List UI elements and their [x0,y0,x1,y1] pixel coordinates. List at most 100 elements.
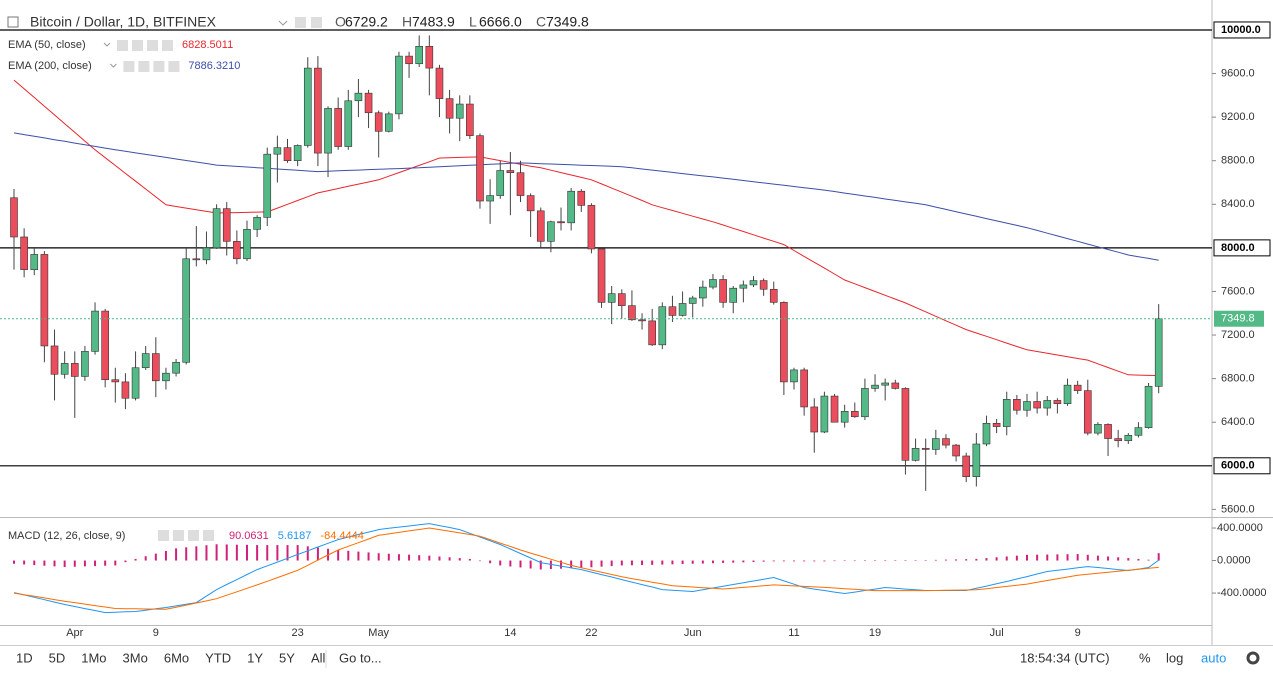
candle-body [861,388,869,418]
histogram-bar [843,560,846,562]
icon[interactable] [203,530,214,541]
histogram-bar [711,560,714,564]
icon[interactable] [311,17,322,28]
histogram-bar [590,560,593,568]
icon[interactable] [162,40,173,51]
ohlc-name: L [469,14,477,30]
ohlc-value: 6666.0 [479,14,522,30]
candle-body [628,305,636,321]
candle-body [668,306,677,316]
range-button[interactable]: 1Y [247,650,263,665]
histogram-bar [215,544,218,561]
icon[interactable] [138,61,150,72]
range-button[interactable]: 6Mo [164,650,189,665]
histogram-bar [1036,554,1039,561]
icon[interactable] [123,61,135,72]
histogram-bar [1076,554,1079,561]
candle-body [688,297,697,304]
candle-body [101,310,109,381]
y-tick-label: 6800.0 [1221,373,1255,385]
histogram-bar [195,546,198,561]
histogram-bar [955,559,958,561]
range-button[interactable]: 5Y [279,650,295,665]
ohlc-name: O [335,14,346,30]
range-button[interactable]: 1Mo [81,650,106,665]
range-button[interactable]: 1D [16,650,33,665]
histogram-bar [1117,557,1120,561]
y-tick-label: 8400.0 [1221,198,1255,210]
histogram-bar [63,560,66,568]
icon[interactable] [132,40,143,51]
histogram-bar [397,554,400,561]
histogram-bar [853,560,856,562]
histogram-bar [570,560,573,569]
scale-option[interactable]: % [1139,650,1151,665]
scale-option[interactable]: log [1166,650,1183,665]
icon[interactable] [117,40,128,51]
range-button[interactable]: 5D [49,650,66,665]
histogram-bar [620,560,623,566]
candle-body [334,108,342,147]
histogram-bar [154,553,157,561]
candle-body [1053,400,1062,404]
x-tick-label: 9 [153,627,159,639]
candle-body [364,92,373,114]
range-button[interactable]: All [311,650,326,665]
histogram-bar [965,559,968,561]
candle-body [344,100,353,147]
goto-button[interactable]: Go to... [339,650,382,665]
candle-body [425,46,434,69]
icon[interactable] [153,61,165,72]
histogram-bar [478,560,481,562]
settings-icon[interactable] [1246,651,1260,665]
candle-body [293,145,302,162]
histogram-bar [286,545,289,561]
histogram-bar [377,553,380,561]
histogram-bar [833,560,836,562]
histogram-bar [357,551,360,561]
histogram-bar [114,560,117,566]
icon[interactable] [158,530,169,541]
histogram-bar [33,560,36,566]
histogram-bar [742,560,745,563]
icon[interactable] [295,17,306,28]
icon[interactable] [173,530,184,541]
candle-body [648,320,656,346]
histogram-bar [671,560,674,565]
histogram-bar [934,559,937,561]
candle-body [932,438,940,450]
range-button[interactable]: YTD [205,650,231,665]
candle-body [729,287,738,303]
histogram-bar [276,545,279,561]
icon[interactable] [278,20,288,26]
candle-body [1124,434,1133,442]
icon[interactable] [188,530,199,541]
icon[interactable] [168,61,180,72]
icon[interactable] [103,42,111,47]
candle-body [395,55,403,115]
candle-body [840,411,849,423]
histogram-bar [367,552,370,561]
candle-body [60,363,69,375]
range-button[interactable]: 3Mo [123,650,148,665]
candle-body [324,108,332,154]
histogram-bar [448,557,451,561]
histogram-bar [803,560,806,562]
icon[interactable] [7,16,19,28]
y-tick-label: -400.0000 [1217,587,1267,599]
histogram-bar [175,548,178,561]
scale-option[interactable]: auto [1201,650,1226,665]
icon[interactable] [110,63,117,68]
candle-body [81,351,89,377]
candle-body [739,284,748,289]
candle-body [1154,318,1163,387]
icon[interactable] [147,40,158,51]
histogram-bar [408,554,411,561]
candle-body [1063,384,1072,404]
histogram-bar [681,560,684,565]
candle-body [719,279,727,303]
candle-body [374,112,383,132]
candle-body [212,208,221,249]
histogram-bar [691,560,694,564]
candle-body [506,170,515,173]
